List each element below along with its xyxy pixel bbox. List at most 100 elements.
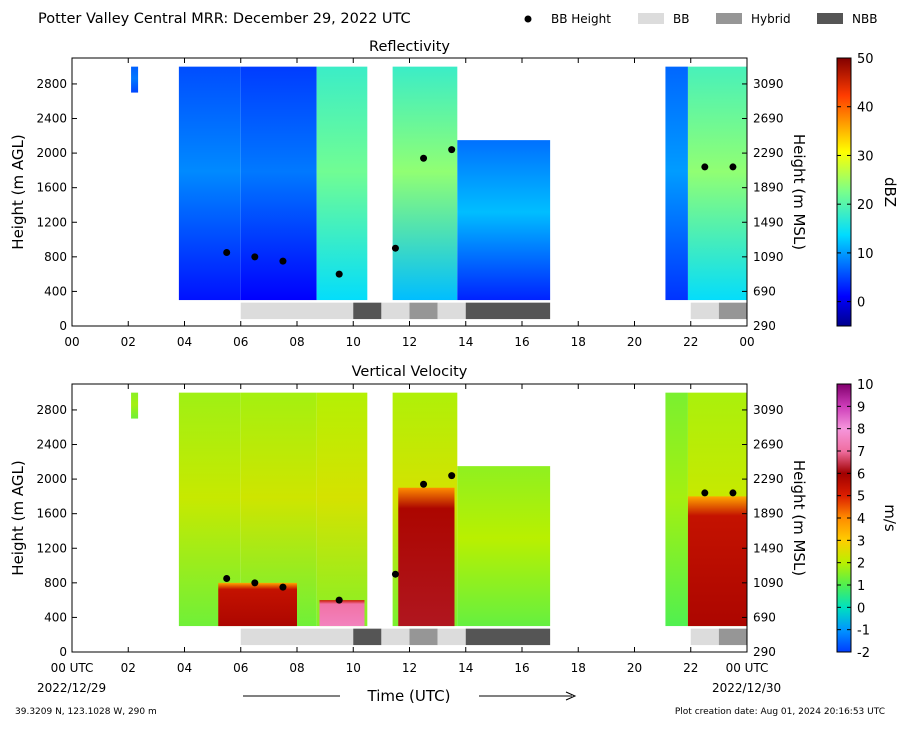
colorbar-tick-label: 8 xyxy=(857,423,865,438)
field-segment xyxy=(131,392,139,419)
y-tick-label: 0 xyxy=(59,645,67,659)
bb-height-point xyxy=(391,570,399,578)
legend-bb-height-label: BB Height xyxy=(551,12,611,26)
colorbar xyxy=(836,57,852,327)
x-axis-title: Time (UTC) xyxy=(367,687,451,705)
x-tick-label: 14 xyxy=(458,661,473,675)
x-tick-label: 08 xyxy=(289,335,304,349)
y-tick-label: 800 xyxy=(44,250,67,264)
y2-tick-label: 2690 xyxy=(753,112,784,126)
y2-tick-label: 1490 xyxy=(753,215,784,229)
y-tick-label: 800 xyxy=(44,576,67,590)
y-tick-label: 2400 xyxy=(36,112,67,126)
y2-tick-label: 1490 xyxy=(753,541,784,555)
bb-height-point xyxy=(391,244,399,252)
x-tick-label: 18 xyxy=(571,335,586,349)
colorbar-tick-label: 10 xyxy=(857,247,874,262)
x-tick-label: 22 xyxy=(683,661,698,675)
panel-title: Vertical Velocity xyxy=(352,364,468,380)
y2-axis-label: Height (m MSL) xyxy=(790,134,808,250)
y-axis-label: Height (m AGL) xyxy=(9,134,27,249)
x-tick-label: 10 xyxy=(346,661,361,675)
y2-tick-label: 1890 xyxy=(753,507,784,521)
x-tick-label: 00 xyxy=(739,335,754,349)
colorbar-label: dBZ xyxy=(881,177,899,207)
x-tick-label: 20 xyxy=(627,661,642,675)
colorbar-tick-label: 5 xyxy=(857,490,865,505)
x-tick-label: 16 xyxy=(514,661,529,675)
bb-class-bar xyxy=(409,302,438,320)
x-tick-label: 10 xyxy=(346,335,361,349)
legend-hybrid-swatch xyxy=(716,13,742,24)
y2-tick-label: 690 xyxy=(753,610,776,624)
y-tick-label: 2800 xyxy=(36,77,67,91)
legend-bb-label: BB xyxy=(673,12,689,26)
legend-hybrid-label: Hybrid xyxy=(751,12,791,26)
colorbar-tick-label: 6 xyxy=(857,467,865,482)
bb-class-bar xyxy=(718,302,747,320)
colorbar-tick-label: 30 xyxy=(857,149,874,164)
legend-nbb-label: NBB xyxy=(852,12,877,26)
legend-nbb-swatch xyxy=(817,13,843,24)
x-tick-label: 12 xyxy=(402,661,417,675)
y-tick-label: 400 xyxy=(44,610,67,624)
colorbar-tick-label: 3 xyxy=(857,534,865,549)
colorbar-tick-label: 0 xyxy=(857,601,865,616)
bb-class-bar xyxy=(381,628,410,646)
x-tick-label: 06 xyxy=(233,661,248,675)
colorbar-tick-label: 4 xyxy=(857,512,865,527)
x-tick-label: 22 xyxy=(683,335,698,349)
bb-height-point xyxy=(279,583,287,591)
colorbar-tick-label: 7 xyxy=(857,445,865,460)
bb-height-point xyxy=(420,154,428,162)
y2-tick-label: 1090 xyxy=(753,250,784,264)
field-segment xyxy=(316,66,368,301)
bb-class-bar xyxy=(240,302,354,320)
colorbar-tick-label: -1 xyxy=(857,624,870,639)
colorbar-tick-label: -2 xyxy=(857,646,870,661)
field-segment xyxy=(665,66,688,301)
field-segment xyxy=(316,392,368,627)
colorbar-tick-label: 10 xyxy=(857,378,874,393)
fall-speed-region xyxy=(398,487,455,627)
y-tick-label: 2400 xyxy=(36,438,67,452)
bb-class-bar xyxy=(465,302,551,320)
y2-axis-label: Height (m MSL) xyxy=(790,460,808,576)
bb-height-point xyxy=(729,489,737,497)
end-date-label: 2022/12/30 xyxy=(712,681,781,695)
x-tick-label: 02 xyxy=(121,661,136,675)
bb-height-point xyxy=(448,146,456,154)
bb-class-bar xyxy=(353,302,382,320)
y-tick-label: 1200 xyxy=(36,215,67,229)
y2-tick-label: 290 xyxy=(753,645,776,659)
time-arrow-head xyxy=(565,691,577,701)
field-segment xyxy=(457,140,551,301)
x-tick-label: 14 xyxy=(458,335,473,349)
header-legend: BB Height BB Hybrid NBB xyxy=(524,12,877,26)
bb-height-point xyxy=(335,270,343,278)
bb-class-bar xyxy=(353,628,382,646)
bb-height-point xyxy=(420,480,428,488)
bb-height-point xyxy=(729,163,737,171)
field-segment xyxy=(457,466,551,627)
field-segment xyxy=(131,66,139,93)
colorbar-tick-label: 20 xyxy=(857,198,874,213)
bb-height-point xyxy=(223,249,231,257)
y2-tick-label: 2290 xyxy=(753,472,784,486)
creation-date-text: Plot creation date: Aug 01, 2024 20:16:5… xyxy=(675,707,885,717)
start-date-label: 2022/12/29 xyxy=(37,681,106,695)
x-tick-label: 20 xyxy=(627,335,642,349)
y2-tick-label: 3090 xyxy=(753,77,784,91)
y-tick-label: 2800 xyxy=(36,403,67,417)
field-segment xyxy=(240,66,317,301)
figure-title: Potter Valley Central MRR: December 29, … xyxy=(38,11,411,27)
bb-class-bar xyxy=(437,302,466,320)
field-segment xyxy=(665,392,688,627)
y2-tick-label: 690 xyxy=(753,284,776,298)
x-tick-label: 06 xyxy=(233,335,248,349)
bb-class-bar xyxy=(240,628,354,646)
bb-class-bar xyxy=(690,628,719,646)
bb-height-point xyxy=(223,575,231,583)
